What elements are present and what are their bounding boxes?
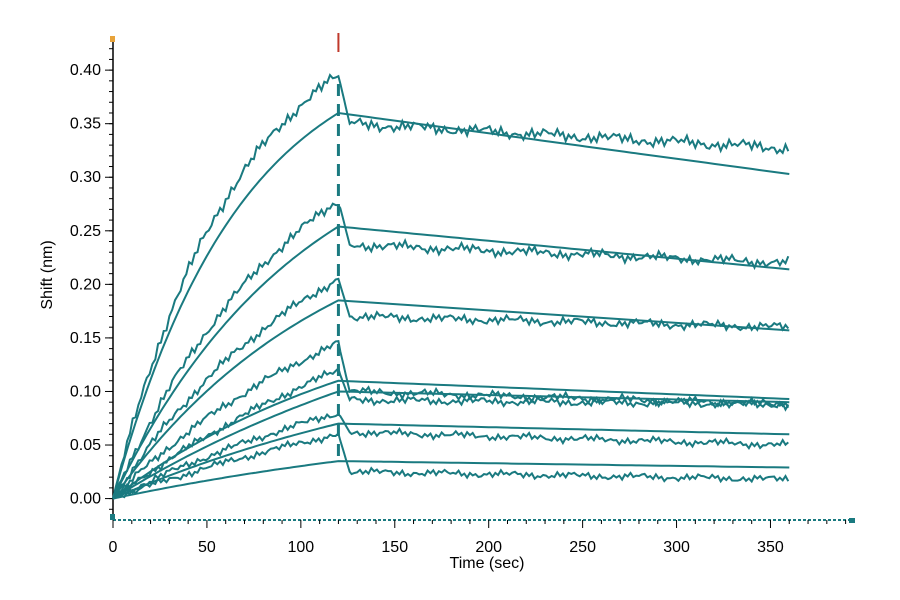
- y-axis-title: Shift (nm): [39, 240, 56, 309]
- y-tick-label: 0.25: [70, 223, 101, 240]
- origin-marker: [110, 514, 115, 520]
- fit-curve: [112, 422, 790, 500]
- fit-curve: [112, 111, 790, 499]
- y-tick-label: 0.35: [70, 116, 101, 133]
- data-trace: [112, 277, 790, 500]
- y-tick-label: 0.10: [70, 383, 101, 400]
- x-tick-label: 350: [757, 539, 784, 556]
- fit-curve: [112, 379, 790, 500]
- x-tick-label: 200: [475, 539, 502, 556]
- ticks: 0.00 0.05 0.10 0.15 0.20 0.25 0.30 0.35 0.40 0 50 1…: [70, 48, 847, 556]
- axes: [110, 36, 855, 523]
- fit-curve: [112, 460, 790, 500]
- x-axis-end-marker: [849, 518, 855, 523]
- x-tick-label: 50: [198, 539, 216, 556]
- data-trace: [112, 366, 790, 500]
- x-tick-label: 0: [109, 539, 118, 556]
- y-tick-label: 0.40: [70, 62, 101, 79]
- data-trace: [112, 413, 789, 500]
- data-trace: [112, 202, 790, 499]
- data-trace: [112, 73, 790, 499]
- y-tick-label: 0.15: [70, 330, 101, 347]
- fit-curve: [112, 299, 790, 500]
- y-tick-label: 0.20: [70, 276, 101, 293]
- x-tick-label: 150: [381, 539, 408, 556]
- fit-curve: [112, 390, 790, 500]
- x-tick-label: 250: [569, 539, 596, 556]
- y-tick-label: 0.00: [70, 491, 101, 508]
- x-tick-label: 100: [287, 539, 314, 556]
- x-tick-label: 300: [663, 539, 690, 556]
- y-tick-label: 0.05: [70, 437, 101, 454]
- y-axis-end-marker: [110, 36, 115, 42]
- y-tick-label: 0.30: [70, 169, 101, 186]
- series-group: [112, 33, 790, 500]
- fit-curve: [112, 225, 790, 500]
- data-trace: [112, 431, 790, 500]
- labels: Time (sec) Shift (nm): [39, 240, 524, 572]
- x-axis-title: Time (sec): [450, 555, 525, 572]
